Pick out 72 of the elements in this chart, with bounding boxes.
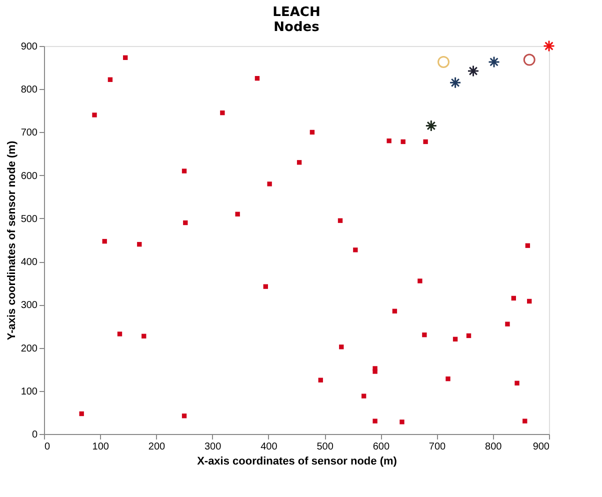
point [310,130,315,135]
point [400,420,404,424]
point [488,56,500,68]
point [263,284,268,289]
x-tick-label: 200 [148,442,166,452]
x-tick-label: 900 [532,442,550,452]
y-tick-label: 500 [20,214,38,225]
y-tick-label: 200 [20,343,38,354]
point [108,77,113,82]
point [102,238,107,244]
point [339,344,344,350]
x-tick-label: 700 [428,442,446,452]
point [220,110,225,116]
point [92,112,97,118]
point [525,243,530,248]
point [137,242,142,247]
point [514,380,520,386]
point [182,414,187,418]
x-tick-label: 400 [260,442,278,452]
point [418,278,422,284]
point [235,212,240,216]
y-tick-label: 300 [20,300,38,312]
point [425,120,438,132]
point [449,76,462,89]
point [511,296,516,301]
point [183,220,188,226]
y-tick-label: 100 [20,386,38,398]
point [543,40,555,52]
point [523,54,536,66]
y-tick-label: 900 [20,42,38,52]
x-tick-label: 600 [372,442,390,452]
y-axis-title: Y-axis coordinates of sensor node (m) [6,140,18,340]
y-tick-label: 400 [20,257,38,268]
x-tick-label: 300 [204,442,222,452]
point [361,394,366,398]
point [142,334,146,338]
point [392,308,398,314]
y-tick-label: 600 [20,170,38,182]
point [505,322,510,326]
point [353,248,358,252]
chart-title: LEACH [272,4,320,20]
point [422,332,427,338]
point [182,168,187,174]
x-tick-label: 800 [485,442,502,452]
chart-subtitle: Nodes [274,20,320,35]
y-tick-label: 700 [20,128,38,139]
point [296,160,302,165]
point [79,411,84,416]
point [372,366,378,371]
point [123,55,128,60]
point [386,138,392,144]
point [467,65,480,77]
point [423,139,428,144]
point [400,139,406,144]
x-tick-label: 500 [316,442,334,452]
point [438,56,450,68]
point [466,333,472,338]
point [452,336,458,342]
point [372,418,378,424]
point [254,76,260,81]
point [527,298,532,304]
point [117,332,122,336]
y-tick-label: 800 [20,84,38,96]
x-tick-label: 0 [44,442,50,452]
point [318,378,323,382]
x-axis-title: X-axis coordinates of sensor node (m) [197,456,398,468]
point [338,218,343,223]
x-tick-label: 100 [92,442,110,452]
point [522,418,528,424]
y-tick-label: 0 [32,430,38,440]
point [446,376,450,382]
point [267,182,272,186]
